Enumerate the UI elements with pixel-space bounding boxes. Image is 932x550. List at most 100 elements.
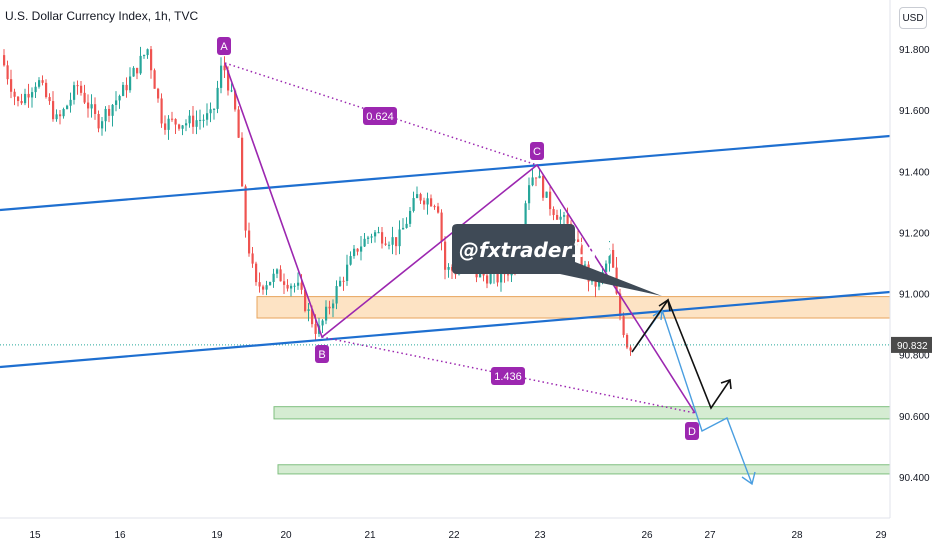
- candle-down: [437, 206, 440, 213]
- candle-up: [335, 286, 338, 304]
- candle-down: [419, 194, 422, 201]
- candle-up: [360, 246, 363, 252]
- candle-down: [594, 279, 597, 287]
- candle-down: [314, 324, 317, 334]
- harmonic-pattern-legs[interactable]: [224, 62, 696, 414]
- candle-up: [132, 67, 135, 77]
- candle-up: [363, 238, 366, 247]
- time-axis[interactable]: 15 16 19 20 21 22 23 26 27 28 29: [29, 530, 887, 541]
- candle-up: [73, 85, 76, 100]
- candle-down: [342, 280, 345, 282]
- lower-channel-line[interactable]: [0, 290, 891, 369]
- ratio-badge[interactable]: [363, 107, 397, 125]
- candle-down: [80, 85, 83, 93]
- candle-up: [216, 87, 219, 109]
- currency-button[interactable]: USD: [899, 7, 927, 29]
- candle-down: [52, 101, 55, 120]
- candle-down: [6, 65, 9, 80]
- candle-up: [265, 285, 268, 290]
- arrowhead-icon: [658, 298, 671, 312]
- projection-path-black[interactable]: [631, 298, 731, 410]
- candle-down: [283, 281, 286, 285]
- point-a-marker[interactable]: [217, 37, 231, 55]
- point-c-marker[interactable]: [530, 142, 544, 160]
- candle-down: [384, 243, 387, 245]
- candle-down: [580, 244, 583, 266]
- ratio-badge[interactable]: [491, 367, 525, 385]
- candle-up: [559, 216, 562, 220]
- candle-down: [248, 230, 251, 254]
- candle-down: [279, 269, 282, 282]
- candle-down: [157, 88, 160, 99]
- x-tick-label: 26: [641, 530, 653, 541]
- candle-up: [405, 223, 408, 228]
- candle-down: [237, 109, 240, 138]
- candle-up: [129, 76, 132, 91]
- candle-up: [199, 119, 202, 121]
- price-axis[interactable]: 91.800 91.600 91.400 91.200 91.000 90.800 90.6…: [891, 45, 932, 484]
- candle-down: [612, 249, 615, 268]
- candle-up: [528, 185, 531, 204]
- candle-up: [181, 125, 184, 129]
- candle-down: [125, 84, 128, 91]
- candle-down: [507, 274, 510, 276]
- candle-down: [566, 215, 569, 224]
- candle-up: [367, 237, 370, 239]
- last-price-tag: [891, 336, 932, 353]
- y-tick-label: 91.000: [899, 290, 930, 301]
- candle-down: [227, 70, 230, 91]
- point-b-marker[interactable]: [315, 345, 329, 363]
- candle-up: [118, 95, 121, 101]
- point-d-label: D: [688, 426, 696, 438]
- support-zone[interactable]: [277, 464, 891, 475]
- candle-up: [62, 109, 65, 117]
- candle-up: [66, 105, 69, 110]
- candle-up: [202, 119, 205, 121]
- candle-down: [381, 232, 384, 244]
- candle-down: [328, 306, 331, 309]
- candle-up: [412, 198, 415, 211]
- candle-up: [209, 109, 212, 114]
- ratio-label: 1.436: [494, 371, 522, 383]
- candle-up: [139, 55, 142, 74]
- support-zone[interactable]: [273, 406, 891, 420]
- candle-down: [430, 198, 433, 207]
- ac-ratio-line[interactable]: [224, 62, 538, 166]
- candle-up: [195, 120, 198, 127]
- candle-up: [269, 281, 272, 286]
- candle-up: [402, 227, 405, 230]
- candle-down: [622, 316, 625, 336]
- candle-down: [444, 241, 447, 270]
- x-tick-label: 15: [29, 530, 41, 541]
- candle-down: [241, 137, 244, 187]
- candle-down: [83, 92, 86, 103]
- candle-down: [10, 79, 13, 92]
- candle-up: [398, 229, 401, 247]
- candle-down: [174, 119, 177, 125]
- candle-up: [391, 237, 394, 245]
- candle-up: [293, 285, 296, 287]
- candle-down: [150, 49, 153, 71]
- candle-up: [524, 203, 527, 235]
- candle-up: [167, 118, 170, 130]
- candle-up: [545, 191, 548, 198]
- candle-down: [41, 80, 44, 83]
- candle-up: [349, 256, 352, 265]
- last-price-label: 90.832: [897, 341, 928, 352]
- upper-channel-line[interactable]: [0, 134, 891, 212]
- candle-up: [531, 177, 534, 186]
- candle-down: [311, 309, 314, 325]
- point-d-marker[interactable]: [685, 422, 699, 440]
- watermark-callout: [452, 224, 662, 296]
- candle-up: [426, 198, 429, 205]
- candle-up: [489, 273, 492, 284]
- x-tick-label: 29: [875, 530, 887, 541]
- candle-down: [97, 114, 100, 129]
- candle-up: [143, 55, 146, 57]
- watermark-text: @fxtrader143: [459, 238, 613, 262]
- candle-up: [34, 86, 37, 93]
- point-a-label: A: [220, 41, 228, 53]
- candle-up: [206, 113, 209, 120]
- candle-down: [286, 284, 289, 289]
